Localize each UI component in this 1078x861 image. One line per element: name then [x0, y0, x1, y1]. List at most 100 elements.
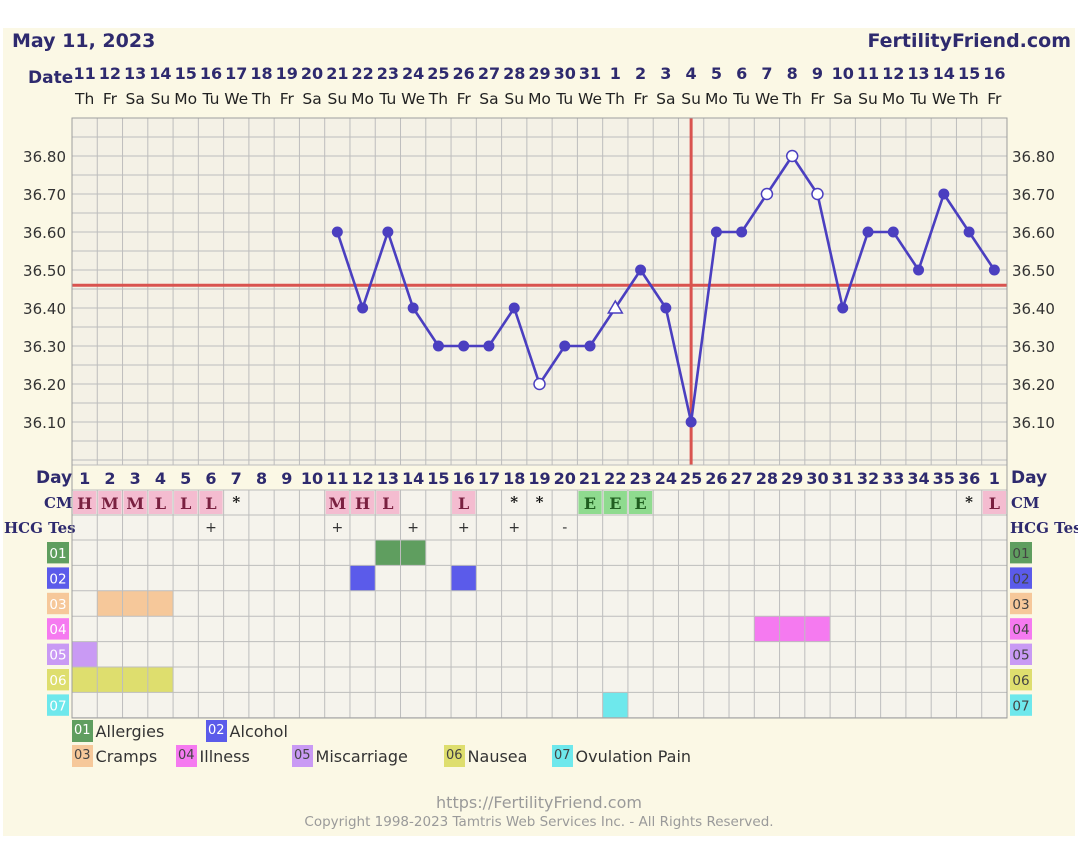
- cm-cell: [452, 491, 476, 514]
- weekday-label: Th: [74, 90, 94, 108]
- weekday-label: We: [224, 90, 248, 108]
- weekday-label: We: [755, 90, 779, 108]
- cm-code: *: [232, 493, 240, 511]
- cm-code: L: [205, 494, 216, 513]
- cm-code: L: [382, 494, 393, 513]
- date-label: 13: [124, 64, 146, 83]
- legend-label: Ovulation Pain: [575, 746, 692, 766]
- cycle-day-label: 33: [882, 469, 904, 488]
- symptom-row-chip-right: [1009, 592, 1032, 615]
- date-label: 16: [983, 64, 1005, 83]
- cm-code: *: [965, 493, 973, 511]
- cycle-day-label: 9: [281, 469, 292, 488]
- cycle-day-label: 18: [503, 469, 525, 488]
- symptom-mark: [147, 590, 174, 617]
- cm-code: H: [77, 494, 92, 513]
- legend-item: 04 Illness: [176, 745, 250, 767]
- cm-code: E: [609, 494, 621, 513]
- date-label: 4: [686, 64, 697, 83]
- date-label: 29: [528, 64, 550, 83]
- legend-label: Allergies: [95, 721, 165, 741]
- cm-code: E: [634, 494, 646, 513]
- cm-cell: [199, 491, 223, 514]
- temp-point: [938, 188, 950, 200]
- date-label: 12: [99, 64, 121, 83]
- cycle-day-label: 25: [680, 469, 702, 488]
- temp-point: [407, 302, 419, 314]
- weekday-label: Fr: [810, 90, 825, 108]
- date-label: 22: [351, 64, 373, 83]
- y-tick-label-left: 36.80: [23, 148, 66, 166]
- y-tick-label-left: 36.70: [23, 186, 66, 204]
- symptom-row-chip-left: [47, 669, 69, 691]
- plot-area: [72, 118, 1007, 465]
- weekday-label: Su: [858, 90, 878, 108]
- symptom-row-code-left: 07: [49, 698, 66, 714]
- date-label: 13: [907, 64, 929, 83]
- cm-code: L: [155, 494, 166, 513]
- symptom-mark: [400, 540, 426, 566]
- legend-code-chip: 02: [206, 720, 227, 742]
- weekday-label: Mo: [705, 90, 728, 108]
- cycle-day-label: 10: [301, 469, 323, 488]
- y-tick-label-left: 36.20: [23, 376, 66, 394]
- temp-point: [837, 302, 849, 314]
- hcg-value: +: [205, 520, 217, 536]
- symptom-row-chip-right: [1009, 669, 1032, 691]
- weekday-label: Sa: [126, 90, 145, 108]
- legend-label: Alcohol: [229, 721, 288, 741]
- date-label: 28: [503, 64, 525, 83]
- temp-point: [357, 302, 369, 314]
- cycle-day-label: 24: [655, 469, 677, 488]
- cm-cell: [325, 491, 349, 514]
- data-rows-bg: [72, 490, 1007, 718]
- weekday-label: Su: [504, 90, 524, 108]
- weekday-label: Sa: [479, 90, 498, 108]
- weekday-label: We: [401, 90, 425, 108]
- y-tick-label-left: 36.40: [23, 300, 66, 318]
- temp-point-open: [760, 187, 774, 201]
- symptom-row-code-right: 06: [1012, 673, 1029, 689]
- symptom-mark: [122, 667, 148, 693]
- day-axis-label-left: Day: [36, 468, 72, 488]
- weekday-label: We: [578, 90, 602, 108]
- hcg-value: -: [562, 520, 567, 536]
- cm-code: L: [989, 494, 1000, 513]
- weekday-label: Th: [428, 90, 448, 108]
- y-tick-label-left: 36.60: [23, 224, 66, 242]
- weekday-label: Fr: [103, 90, 118, 108]
- symptom-row-chip-left: [47, 643, 69, 665]
- weekday-label: Tu: [555, 90, 573, 108]
- date-label: 26: [453, 64, 475, 83]
- weekday-label: Th: [782, 90, 802, 108]
- weekday-label: Sa: [833, 90, 852, 108]
- symptom-mark: [804, 616, 831, 642]
- date-label: 21: [326, 64, 348, 83]
- weekday-label: Th: [958, 90, 978, 108]
- cycle-day-label: 35: [933, 469, 955, 488]
- legend-code-chip: 05: [292, 745, 313, 767]
- date-label: 9: [812, 64, 823, 83]
- legend-item: 01 Allergies: [72, 720, 164, 742]
- site-name[interactable]: FertilityFriend.com: [867, 30, 1071, 52]
- chart-date: May 11, 2023: [12, 30, 156, 52]
- cm-code: L: [180, 494, 191, 513]
- cm-egg-cell: [578, 491, 602, 514]
- cm-code: M: [328, 494, 346, 513]
- footer-url[interactable]: https://FertilityFriend.com: [436, 793, 642, 812]
- cycle-day-label: 23: [629, 469, 651, 488]
- cycle-day-label: 32: [857, 469, 879, 488]
- temp-point: [331, 226, 343, 238]
- cm-code: E: [584, 494, 596, 513]
- cycle-day-label: 12: [351, 469, 373, 488]
- cycle-day-label: 36: [958, 469, 980, 488]
- cycle-day-label: 15: [427, 469, 449, 488]
- cycle-day-label: 8: [256, 469, 267, 488]
- date-label: 16: [200, 64, 222, 83]
- weekday-label: Fr: [457, 90, 472, 108]
- cycle-day-label: 14: [402, 469, 424, 488]
- symptom-mark: [779, 616, 805, 642]
- symptom-row-code-right: 01: [1012, 546, 1029, 562]
- date-label: 17: [225, 64, 247, 83]
